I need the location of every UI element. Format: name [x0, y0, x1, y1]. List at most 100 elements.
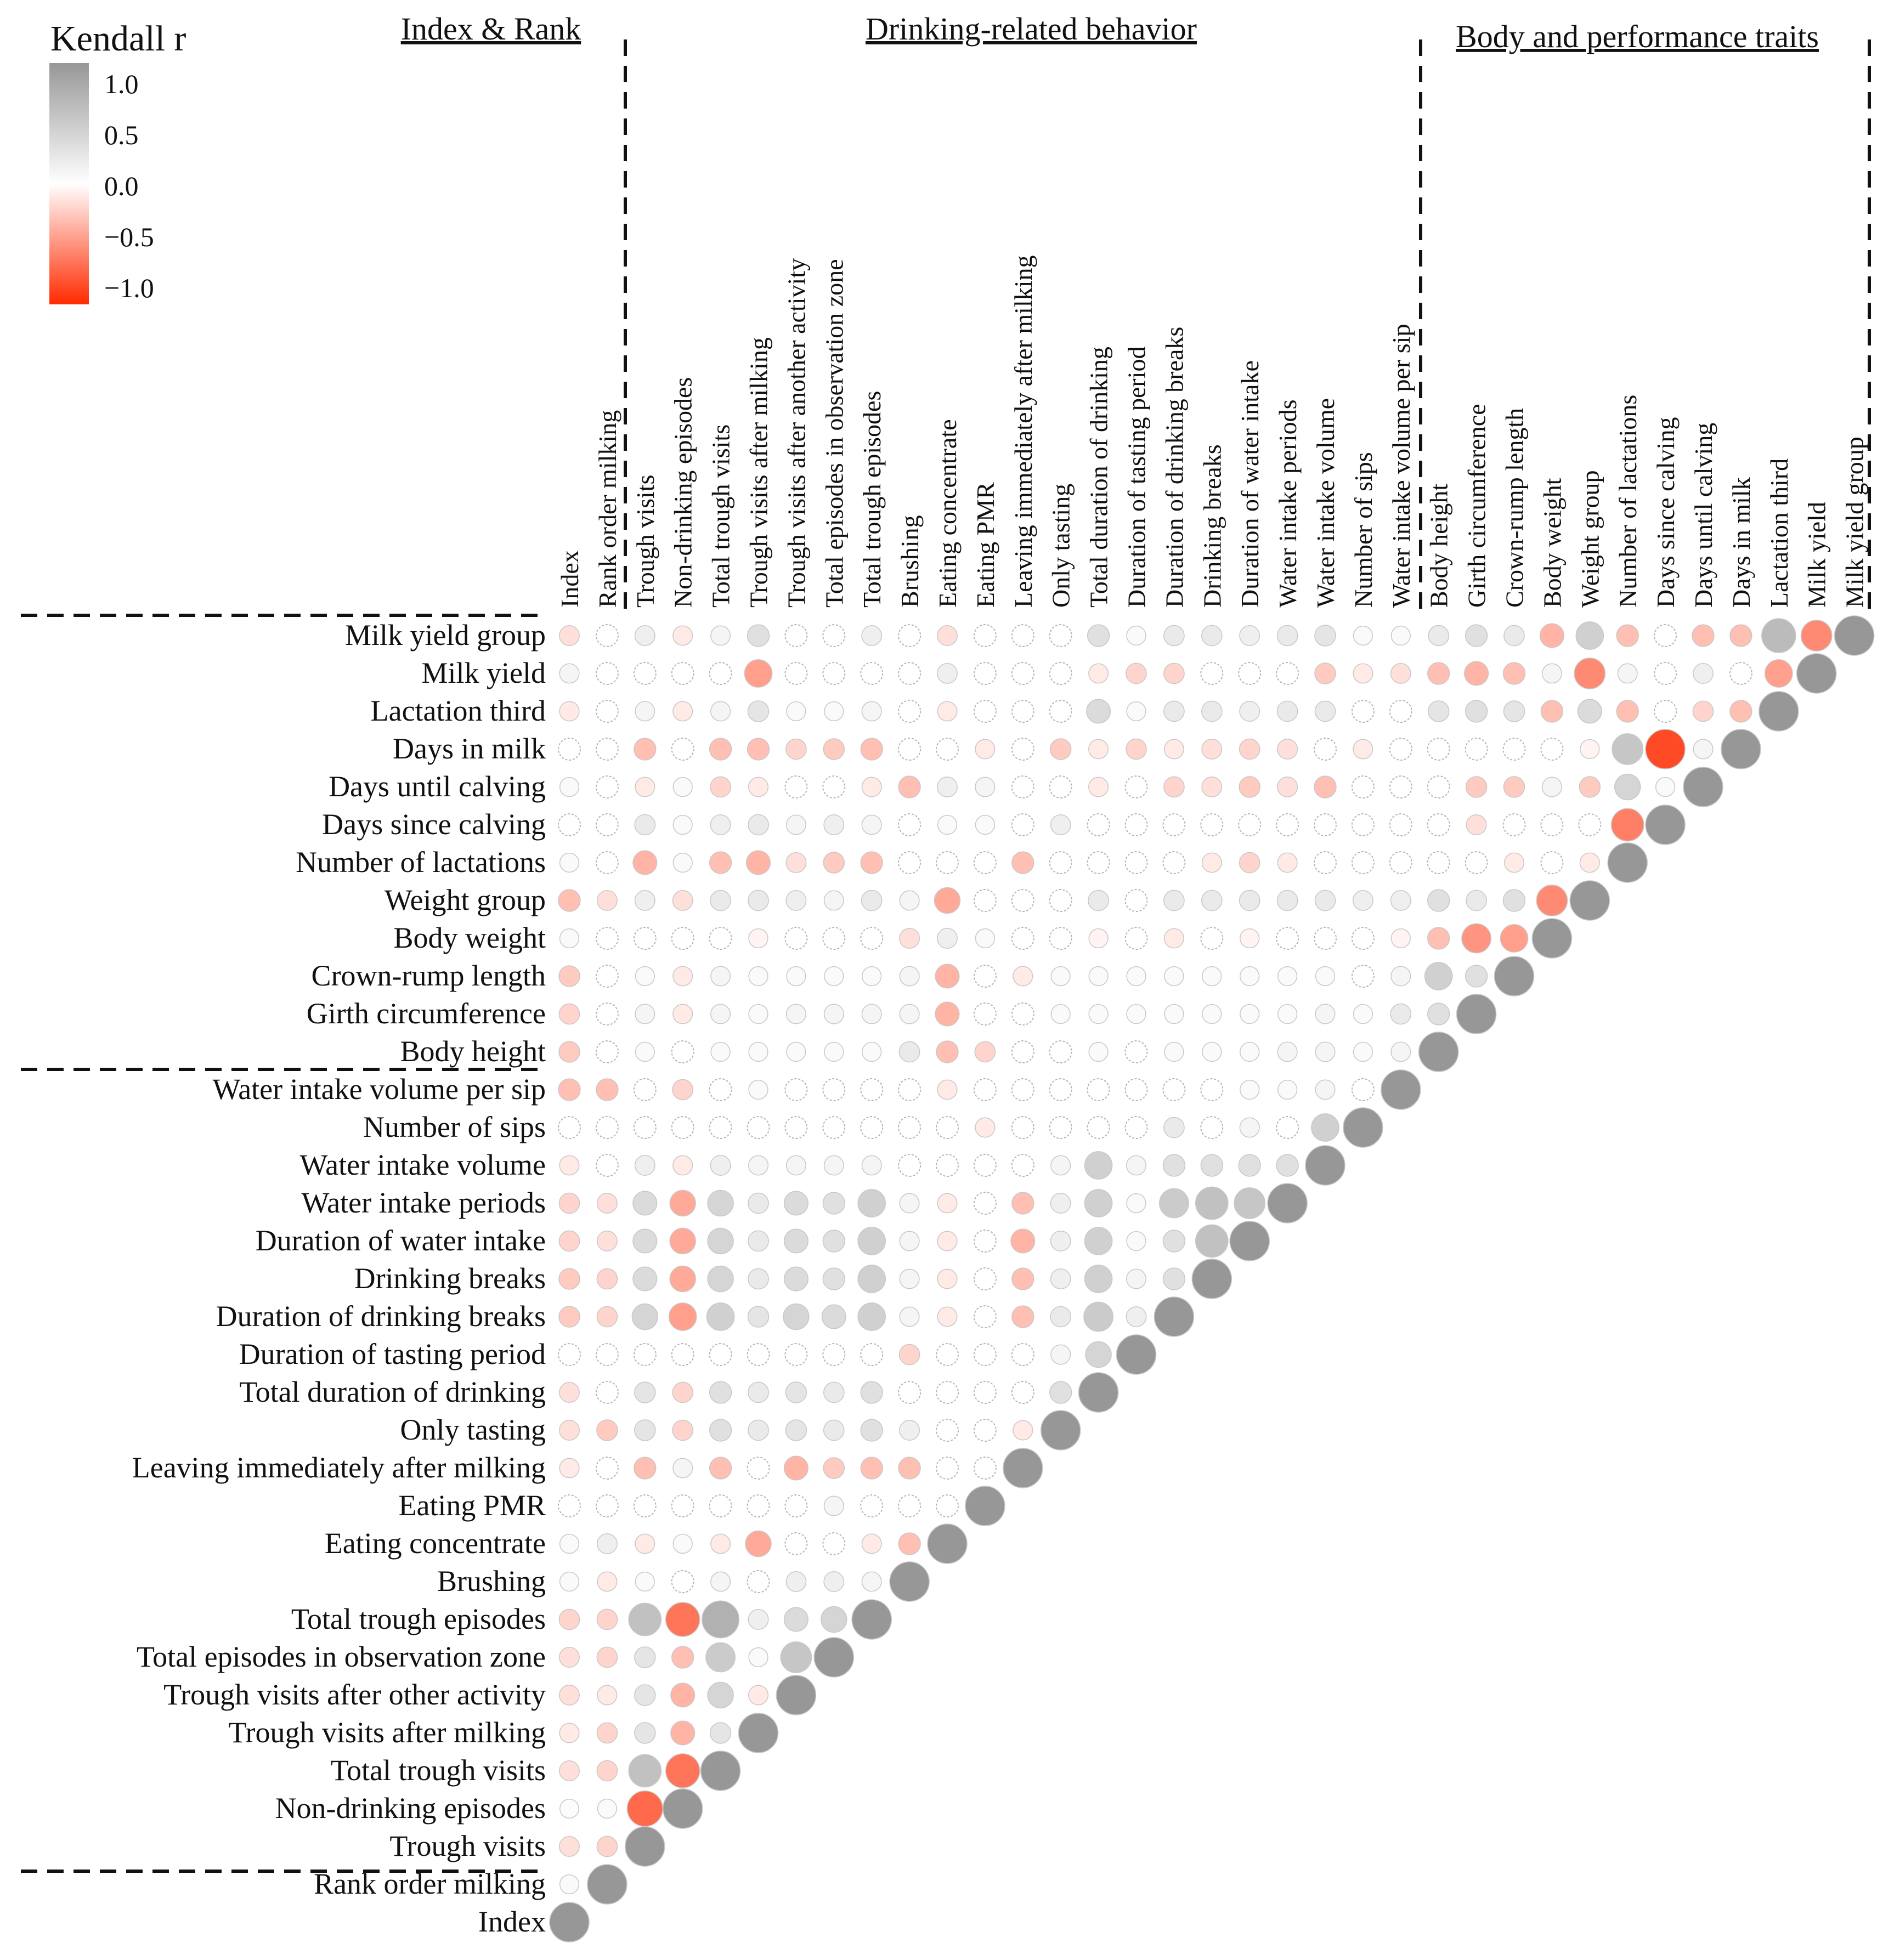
correlation-cell	[634, 1646, 656, 1668]
correlation-cell	[934, 887, 961, 914]
correlation-cell	[786, 966, 806, 987]
group-separators	[21, 39, 1871, 1873]
correlation-cell	[747, 1116, 770, 1139]
correlation-cell	[596, 1646, 618, 1668]
column-label: Duration of tasting period	[1123, 346, 1151, 608]
correlation-cell	[1612, 733, 1644, 765]
correlation-cell	[1353, 1041, 1373, 1062]
correlation-cell	[1011, 927, 1034, 950]
correlation-cell	[1040, 1410, 1081, 1451]
correlation-cell	[898, 851, 921, 874]
correlation-cell	[1050, 1268, 1071, 1289]
correlation-cell	[1314, 775, 1337, 798]
correlation-cell	[1088, 663, 1109, 684]
correlation-cell	[1011, 813, 1034, 836]
correlation-cell	[709, 1116, 732, 1139]
correlation-cell	[635, 1041, 655, 1062]
correlation-cell	[595, 738, 619, 761]
correlation-cell	[899, 1420, 920, 1441]
correlation-cell	[860, 851, 883, 874]
correlation-cell	[597, 1571, 618, 1592]
correlation-cell	[1645, 729, 1686, 769]
correlation-cell	[973, 662, 997, 685]
row-label: Number of sips	[363, 1111, 546, 1143]
correlation-cell	[1276, 890, 1298, 911]
correlation-cell	[1277, 1041, 1298, 1062]
correlation-cell	[1011, 1305, 1034, 1328]
correlation-cell	[709, 738, 732, 761]
correlation-cell	[710, 625, 731, 646]
correlation-cell	[1276, 813, 1299, 836]
correlation-cell	[821, 1304, 846, 1329]
correlation-cell	[1351, 1078, 1375, 1101]
correlation-cell	[1162, 813, 1186, 836]
correlation-cell	[1502, 662, 1526, 685]
correlation-cell	[937, 701, 958, 722]
correlation-cell	[937, 1079, 958, 1100]
correlation-cell	[559, 1382, 580, 1403]
correlation-cell	[822, 1230, 845, 1253]
column-label: Drinking breaks	[1198, 444, 1226, 608]
correlation-cell	[1126, 662, 1147, 684]
correlation-cell	[558, 1230, 580, 1252]
correlation-cell	[559, 928, 580, 949]
correlation-cell	[559, 663, 580, 684]
correlation-cell	[671, 1494, 694, 1517]
legend-tick-label: 0.5	[104, 120, 139, 150]
column-label: Leaving immediately after milking	[1009, 255, 1037, 608]
correlation-cell	[1126, 625, 1146, 646]
correlation-cell	[785, 1004, 806, 1024]
correlation-cells	[549, 615, 1875, 1942]
correlation-cell	[1314, 738, 1337, 761]
correlation-cell	[634, 738, 657, 761]
correlation-cell	[558, 1003, 580, 1025]
correlation-cell	[1239, 890, 1260, 911]
correlation-cell	[707, 1681, 734, 1709]
row-label: Milk yield	[422, 656, 546, 689]
correlation-cell	[595, 775, 619, 798]
column-label: Total duration of drinking	[1085, 347, 1113, 608]
correlation-cell	[1200, 1078, 1224, 1101]
correlation-cell	[748, 1419, 769, 1441]
correlation-cell	[1692, 624, 1715, 647]
correlation-cell	[1163, 662, 1185, 684]
column-label: Duration of water intake	[1236, 360, 1264, 608]
correlation-cell	[1277, 777, 1298, 797]
correlation-cell	[595, 1002, 619, 1026]
correlation-cell	[558, 1494, 581, 1517]
correlation-cell	[785, 1571, 807, 1592]
correlation-cell	[670, 1720, 696, 1746]
correlation-cell	[813, 1637, 855, 1678]
correlation-cell	[937, 625, 958, 646]
correlation-cell	[1575, 621, 1604, 650]
correlation-cell	[973, 1457, 997, 1480]
correlation-cell	[1163, 928, 1184, 949]
correlation-cell	[1164, 1041, 1184, 1062]
correlation-cell	[1654, 700, 1677, 723]
row-label: Eating concentrate	[325, 1527, 546, 1560]
correlation-cell	[1200, 1116, 1224, 1139]
correlation-cell	[861, 814, 882, 835]
correlation-cell	[1240, 966, 1260, 987]
correlation-cell	[558, 889, 581, 912]
correlation-cell	[635, 1533, 655, 1554]
correlation-cell	[1721, 729, 1761, 769]
correlation-cell	[1390, 663, 1411, 684]
correlation-cell	[595, 1040, 619, 1063]
correlation-cell	[1389, 738, 1412, 761]
correlation-cell	[1465, 700, 1488, 723]
correlation-cell	[1049, 738, 1072, 760]
correlation-cell	[898, 700, 921, 723]
correlation-cell	[1683, 767, 1723, 807]
correlation-cell	[558, 1306, 580, 1328]
correlation-cell	[596, 1760, 618, 1782]
correlation-cell	[1087, 1078, 1110, 1101]
correlation-cell	[1011, 1381, 1034, 1404]
correlation-cell	[1427, 775, 1450, 798]
correlation-cell	[671, 1646, 694, 1669]
correlation-cell	[1239, 738, 1260, 760]
correlation-cell	[671, 1570, 694, 1593]
correlation-cell	[1503, 700, 1525, 722]
correlation-cell	[898, 1494, 921, 1517]
correlation-cell	[1049, 1116, 1072, 1139]
